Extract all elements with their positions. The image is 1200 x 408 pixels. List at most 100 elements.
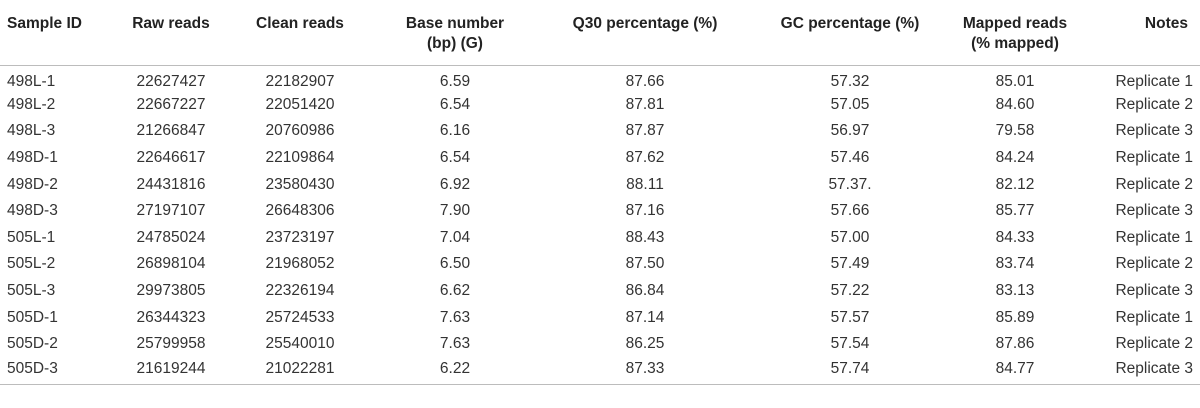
cell-base-number: 6.62 xyxy=(439,282,471,300)
cell-base-number: 7.04 xyxy=(439,228,471,246)
table-row: 498L-3 21266847 20760986 6.16 87.87 56.97 79.5… xyxy=(0,118,1200,145)
sequencing-stats-table: Sample ID Raw reads Clean reads Base number… xyxy=(0,0,1200,385)
cell-clean-reads: 22182907 xyxy=(265,72,335,90)
cell-sample-id: 498L-3 xyxy=(7,122,56,140)
cell-notes: Replicate 3 xyxy=(1115,122,1193,140)
cell-mapped-reads: 85.77 xyxy=(995,202,1035,220)
header-base-number: Base number (bp) (G) xyxy=(370,0,540,65)
cell-sample-id: 498L-1 xyxy=(7,72,56,90)
cell-q30-percentage: 87.66 xyxy=(625,72,665,90)
header-clean-reads: Clean reads xyxy=(230,0,370,65)
cell-clean-reads: 21022281 xyxy=(265,359,335,377)
cell-raw-reads: 24431816 xyxy=(136,175,206,193)
cell-raw-reads: 21266847 xyxy=(136,122,206,140)
cell-notes: Replicate 2 xyxy=(1115,335,1193,353)
cell-raw-reads: 27197107 xyxy=(136,202,206,220)
cell-gc-percentage: 56.97 xyxy=(830,122,870,140)
table-row: 505D-3 21619244 21022281 6.22 87.33 57.74 84.7… xyxy=(0,358,1200,385)
cell-clean-reads: 25540010 xyxy=(265,335,335,353)
header-label: Q30 percentage (%) xyxy=(572,15,718,32)
header-q30-percentage: Q30 percentage (%) xyxy=(540,0,750,65)
header-label: Raw reads xyxy=(132,15,210,32)
cell-notes: Replicate 3 xyxy=(1115,202,1193,220)
cell-clean-reads: 21968052 xyxy=(265,255,335,273)
cell-sample-id: 505D-1 xyxy=(7,308,58,326)
table-row: 498L-2 22667227 22051420 6.54 87.81 57.05 84.6… xyxy=(0,92,1200,119)
cell-raw-reads: 22646617 xyxy=(136,149,206,167)
cell-clean-reads: 22051420 xyxy=(265,95,335,113)
table-row: 505D-2 25799958 25540010 7.63 86.25 57.54 87.8… xyxy=(0,331,1200,358)
cell-sample-id: 505L-3 xyxy=(7,282,56,300)
cell-gc-percentage: 57.49 xyxy=(830,255,870,273)
table-row: 498D-3 27197107 26648306 7.90 87.16 57.66 85.7… xyxy=(0,198,1200,225)
cell-sample-id: 505D-3 xyxy=(7,359,58,377)
cell-mapped-reads: 84.60 xyxy=(995,95,1035,113)
table-row: 505L-2 26898104 21968052 6.50 87.50 57.49 83.7… xyxy=(0,251,1200,278)
cell-raw-reads: 22667227 xyxy=(136,95,206,113)
cell-base-number: 6.59 xyxy=(439,72,471,90)
cell-notes: Replicate 2 xyxy=(1115,175,1193,193)
cell-gc-percentage: 57.57 xyxy=(830,308,870,326)
cell-notes: Replicate 2 xyxy=(1115,95,1193,113)
cell-mapped-reads: 84.24 xyxy=(995,149,1035,167)
cell-q30-percentage: 88.11 xyxy=(626,175,664,193)
cell-q30-percentage: 87.62 xyxy=(625,149,665,167)
cell-raw-reads: 22627427 xyxy=(136,72,206,90)
header-raw-reads: Raw reads xyxy=(112,0,230,65)
table-row: 505L-3 29973805 22326194 6.62 86.84 57.22 83.1… xyxy=(0,278,1200,305)
cell-q30-percentage: 87.14 xyxy=(625,308,665,326)
cell-mapped-reads: 79.58 xyxy=(995,122,1035,140)
cell-q30-percentage: 86.25 xyxy=(625,335,665,353)
header-gc-percentage: GC percentage (%) xyxy=(750,0,950,65)
header-label: Sample ID xyxy=(7,15,82,32)
header-notes: Notes xyxy=(1080,0,1200,65)
cell-base-number: 7.63 xyxy=(439,335,471,353)
cell-clean-reads: 20760986 xyxy=(265,122,335,140)
cell-sample-id: 505D-2 xyxy=(7,335,58,353)
cell-mapped-reads: 82.12 xyxy=(995,175,1035,193)
cell-mapped-reads: 83.74 xyxy=(995,255,1035,273)
cell-mapped-reads: 84.77 xyxy=(995,359,1035,377)
table-header: Sample ID Raw reads Clean reads Base number… xyxy=(0,0,1200,65)
cell-notes: Replicate 3 xyxy=(1115,359,1193,377)
cell-mapped-reads: 84.33 xyxy=(995,228,1035,246)
cell-q30-percentage: 87.87 xyxy=(625,122,665,140)
table-row: 498D-1 22646617 22109864 6.54 87.62 57.46 84.2… xyxy=(0,145,1200,172)
cell-clean-reads: 25724533 xyxy=(265,308,335,326)
header-label: (% mapped) xyxy=(971,35,1059,52)
cell-base-number: 6.50 xyxy=(439,255,471,273)
table-row: 505L-1 24785024 23723197 7.04 88.43 57.00 84.3… xyxy=(0,225,1200,252)
cell-raw-reads: 21619244 xyxy=(136,359,206,377)
cell-sample-id: 498D-3 xyxy=(7,202,58,220)
cell-base-number: 6.16 xyxy=(439,122,471,140)
header-label: GC percentage (%) xyxy=(780,15,920,32)
cell-q30-percentage: 86.84 xyxy=(625,282,665,300)
cell-notes: Replicate 1 xyxy=(1115,308,1193,326)
cell-raw-reads: 25799958 xyxy=(136,335,206,353)
header-label: (bp) (G) xyxy=(427,35,483,52)
cell-q30-percentage: 87.33 xyxy=(625,359,665,377)
cell-q30-percentage: 87.50 xyxy=(625,255,665,273)
cell-mapped-reads: 85.89 xyxy=(995,308,1035,326)
cell-mapped-reads: 87.86 xyxy=(995,335,1035,353)
header-sample-id: Sample ID xyxy=(0,0,112,65)
table-row: 505D-1 26344323 25724533 7.63 87.14 57.57 85.8… xyxy=(0,304,1200,331)
cell-notes: Replicate 1 xyxy=(1115,228,1193,246)
cell-sample-id: 505L-1 xyxy=(7,228,56,246)
cell-raw-reads: 26898104 xyxy=(136,255,206,273)
cell-q30-percentage: 87.16 xyxy=(625,202,665,220)
header-label: Notes xyxy=(1144,15,1188,32)
header-label: Mapped reads xyxy=(962,15,1068,32)
table-row: 498L-1 22627427 22182907 6.59 87.66 57.32 85.0… xyxy=(0,65,1200,92)
cell-q30-percentage: 87.81 xyxy=(625,95,665,113)
cell-base-number: 7.63 xyxy=(439,308,471,326)
cell-base-number: 6.54 xyxy=(439,95,471,113)
cell-notes: Replicate 3 xyxy=(1115,282,1193,300)
header-label: Clean reads xyxy=(256,15,344,32)
cell-sample-id: 498D-2 xyxy=(7,175,58,193)
cell-q30-percentage: 88.43 xyxy=(625,228,665,246)
header-label: Base number xyxy=(405,15,505,32)
cell-raw-reads: 26344323 xyxy=(136,308,206,326)
cell-base-number: 6.22 xyxy=(439,359,471,377)
cell-mapped-reads: 85.01 xyxy=(995,72,1035,90)
